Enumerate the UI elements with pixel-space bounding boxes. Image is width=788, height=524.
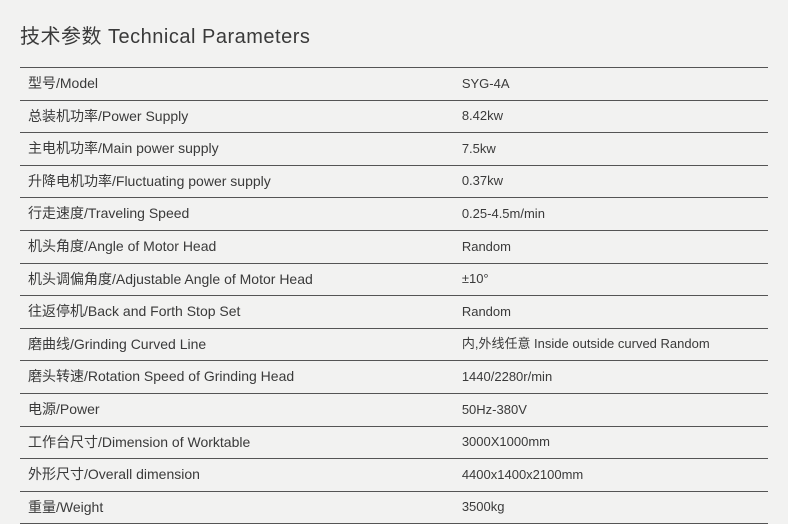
spec-label: 外形尺寸/Overall dimension [20, 459, 454, 492]
table-row: 磨曲线/Grinding Curved Line 内,外线任意 Inside o… [20, 328, 768, 361]
table-row: 机头角度/Angle of Motor Head Random [20, 230, 768, 263]
spec-value: 4400x1400x2100mm [454, 459, 768, 492]
spec-label: 机头角度/Angle of Motor Head [20, 230, 454, 263]
spec-value: ±10° [454, 263, 768, 296]
table-row: 电源/Power 50Hz-380V [20, 393, 768, 426]
spec-label: 行走速度/Traveling Speed [20, 198, 454, 231]
table-row: 往返停机/Back and Forth Stop Set Random [20, 296, 768, 329]
spec-value: 内,外线任意 Inside outside curved Random [454, 328, 768, 361]
spec-value: 3500kg [454, 491, 768, 524]
table-row: 机头调偏角度/Adjustable Angle of Motor Head ±1… [20, 263, 768, 296]
spec-value: Random [454, 230, 768, 263]
spec-value: 0.37kw [454, 165, 768, 198]
table-row: 升降电机功率/Fluctuating power supply 0.37kw [20, 165, 768, 198]
page-title: 技术参数 Technical Parameters [20, 20, 768, 49]
spec-label: 工作台尺寸/Dimension of Worktable [20, 426, 454, 459]
spec-value: Random [454, 296, 768, 329]
table-row: 主电机功率/Main power supply 7.5kw [20, 133, 768, 166]
spec-label: 机头调偏角度/Adjustable Angle of Motor Head [20, 263, 454, 296]
spec-value: SYG-4A [454, 68, 768, 101]
spec-value: 0.25-4.5m/min [454, 198, 768, 231]
table-row: 工作台尺寸/Dimension of Worktable 3000X1000mm [20, 426, 768, 459]
table-row: 型号/Model SYG-4A [20, 68, 768, 101]
table-row: 外形尺寸/Overall dimension 4400x1400x2100mm [20, 459, 768, 492]
spec-value: 7.5kw [454, 133, 768, 166]
spec-value: 3000X1000mm [454, 426, 768, 459]
table-row: 总装机功率/Power Supply 8.42kw [20, 100, 768, 133]
spec-value: 50Hz-380V [454, 393, 768, 426]
spec-label: 主电机功率/Main power supply [20, 133, 454, 166]
spec-label: 磨曲线/Grinding Curved Line [20, 328, 454, 361]
spec-label: 总装机功率/Power Supply [20, 100, 454, 133]
table-row: 行走速度/Traveling Speed 0.25-4.5m/min [20, 198, 768, 231]
spec-label: 升降电机功率/Fluctuating power supply [20, 165, 454, 198]
table-row: 重量/Weight 3500kg [20, 491, 768, 524]
spec-label: 型号/Model [20, 68, 454, 101]
spec-value: 1440/2280r/min [454, 361, 768, 394]
spec-label: 重量/Weight [20, 491, 454, 524]
spec-table-body: 型号/Model SYG-4A 总装机功率/Power Supply 8.42k… [20, 68, 768, 524]
spec-table: 型号/Model SYG-4A 总装机功率/Power Supply 8.42k… [20, 67, 768, 524]
table-row: 磨头转速/Rotation Speed of Grinding Head 144… [20, 361, 768, 394]
spec-label: 电源/Power [20, 393, 454, 426]
spec-value: 8.42kw [454, 100, 768, 133]
spec-label: 往返停机/Back and Forth Stop Set [20, 296, 454, 329]
spec-label: 磨头转速/Rotation Speed of Grinding Head [20, 361, 454, 394]
